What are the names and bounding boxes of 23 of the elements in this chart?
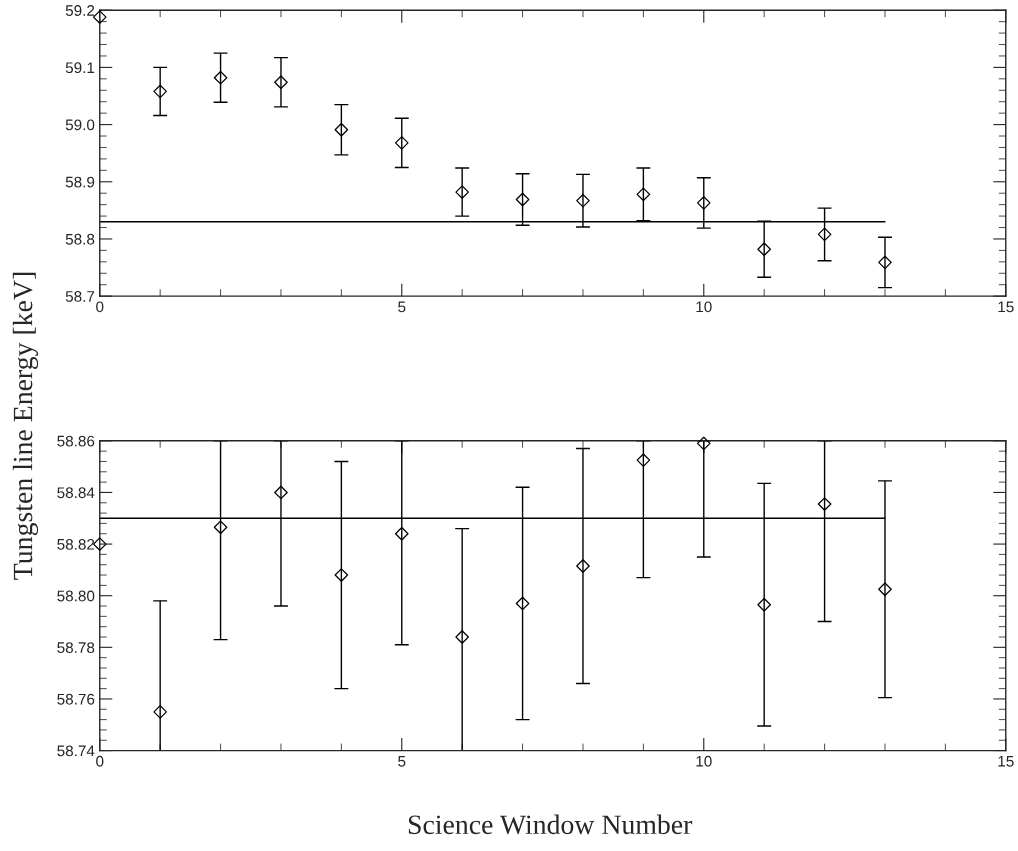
y-tick-label: 59.0: [65, 119, 95, 131]
y-tick-label: 58.7: [65, 291, 95, 302]
y-tick-label: 58.8: [65, 233, 95, 245]
x-tick-label: 10: [696, 301, 712, 313]
y-tick-label: 58.9: [65, 176, 95, 188]
x-axis-title: Science Window Number: [408, 814, 693, 835]
y-axis-title: Tungsten line Energy [keV]: [12, 272, 39, 580]
y-tick-label: 58.76: [57, 693, 95, 705]
y-tick-label: 58.84: [57, 487, 95, 499]
x-tick-label: 5: [398, 301, 406, 313]
y-tick-label: 58.80: [57, 590, 95, 602]
y-tick-label: 59.1: [65, 62, 95, 74]
y-tick-label: 58.78: [57, 642, 95, 654]
y-tick-label: 58.82: [57, 538, 95, 550]
y-tick-label: 58.86: [57, 435, 95, 447]
y-tick-label: 59.2: [65, 5, 95, 16]
x-tick-label: 0: [96, 755, 104, 767]
x-tick-label: 10: [696, 755, 712, 767]
x-tick-label: 0: [96, 301, 104, 313]
y-tick-label: 58.74: [57, 745, 95, 757]
x-tick-label: 15: [998, 756, 1014, 767]
x-tick-label: 5: [398, 756, 406, 767]
x-tick-label: 15: [998, 301, 1014, 313]
